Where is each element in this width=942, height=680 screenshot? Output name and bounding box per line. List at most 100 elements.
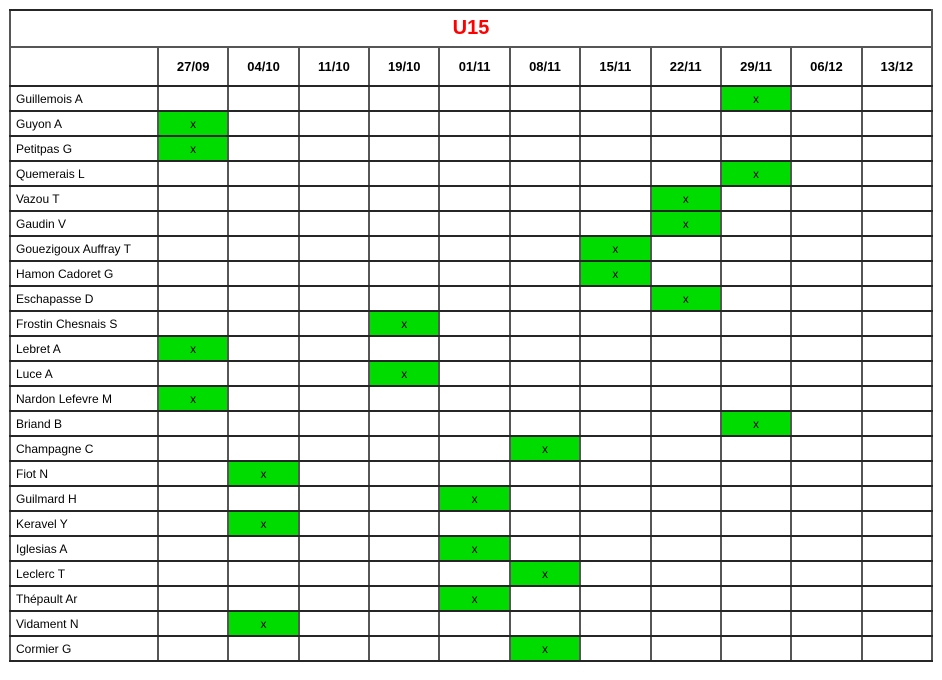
empty-cell (297, 385, 371, 412)
empty-cell (790, 485, 863, 512)
marked-cell: x (227, 610, 300, 637)
empty-cell (649, 460, 722, 487)
empty-cell (438, 435, 511, 462)
empty-cell (438, 335, 511, 362)
player-name: Quemerais L (9, 160, 159, 187)
empty-cell (649, 110, 722, 137)
empty-cell (790, 310, 863, 337)
date-column-header: 08/11 (508, 46, 582, 87)
empty-cell (297, 110, 371, 137)
empty-cell (649, 435, 722, 462)
empty-cell (579, 210, 652, 237)
empty-cell (860, 410, 934, 437)
empty-cell (649, 360, 722, 387)
empty-cell (508, 535, 582, 562)
empty-cell (579, 285, 652, 312)
empty-cell (368, 485, 441, 512)
empty-cell (508, 210, 582, 237)
empty-cell (508, 285, 582, 312)
empty-cell (719, 185, 793, 212)
empty-cell (227, 410, 300, 437)
date-column-header: 19/10 (368, 46, 441, 87)
empty-cell (227, 85, 300, 112)
empty-cell (719, 560, 793, 587)
empty-cell (368, 135, 441, 162)
empty-cell (297, 360, 371, 387)
empty-cell (790, 510, 863, 537)
player-row: Quemerais L x (9, 160, 934, 187)
empty-cell (156, 410, 230, 437)
marked-cell: x (438, 485, 511, 512)
empty-cell (297, 635, 371, 662)
empty-cell (790, 285, 863, 312)
empty-cell (368, 510, 441, 537)
player-row: Frostin Chesnais S x (9, 310, 934, 337)
empty-cell (649, 585, 722, 612)
empty-cell (719, 110, 793, 137)
date-column-header: 29/11 (719, 46, 793, 87)
empty-cell (719, 210, 793, 237)
marked-cell: x (579, 260, 652, 287)
player-name: Lebret A (9, 335, 159, 362)
empty-cell (790, 110, 863, 137)
empty-cell (579, 485, 652, 512)
empty-cell (579, 85, 652, 112)
empty-cell (438, 510, 511, 537)
empty-cell (297, 410, 371, 437)
empty-cell (860, 435, 934, 462)
empty-cell (368, 185, 441, 212)
empty-cell (860, 260, 934, 287)
empty-cell (790, 635, 863, 662)
empty-cell (790, 85, 863, 112)
empty-cell (156, 260, 230, 287)
empty-cell (860, 135, 934, 162)
empty-cell (719, 435, 793, 462)
marked-cell: x (508, 435, 582, 462)
empty-cell (579, 460, 652, 487)
empty-cell (508, 110, 582, 137)
empty-cell (438, 635, 511, 662)
spreadsheet-area: U15 27/09 04/10 11/10 19/10 01/11 08/11 15/11 2… (9, 9, 934, 662)
empty-cell (227, 485, 300, 512)
empty-cell (649, 135, 722, 162)
empty-cell (790, 160, 863, 187)
player-name: Gouezigoux Auffray T (9, 235, 159, 262)
empty-cell (860, 285, 934, 312)
marked-cell: x (719, 410, 793, 437)
empty-cell (790, 410, 863, 437)
empty-cell (368, 160, 441, 187)
empty-cell (156, 610, 230, 637)
empty-cell (227, 435, 300, 462)
empty-cell (438, 260, 511, 287)
date-column-header: 01/11 (438, 46, 511, 87)
empty-cell (508, 185, 582, 212)
marked-cell: x (156, 110, 230, 137)
empty-cell (297, 435, 371, 462)
player-name: Fiot N (9, 460, 159, 487)
empty-cell (297, 460, 371, 487)
empty-cell (297, 160, 371, 187)
empty-cell (508, 410, 582, 437)
empty-cell (438, 385, 511, 412)
empty-cell (860, 85, 934, 112)
empty-cell (579, 160, 652, 187)
empty-cell (719, 310, 793, 337)
empty-cell (227, 110, 300, 137)
date-header-row: 27/09 04/10 11/10 19/10 01/11 08/11 15/11 22/11… (9, 46, 934, 87)
empty-cell (719, 585, 793, 612)
empty-cell (649, 85, 722, 112)
empty-cell (368, 535, 441, 562)
empty-cell (438, 460, 511, 487)
empty-cell (649, 410, 722, 437)
empty-cell (860, 360, 934, 387)
empty-cell (227, 135, 300, 162)
empty-cell (790, 360, 863, 387)
empty-cell (649, 160, 722, 187)
empty-cell (860, 560, 934, 587)
empty-cell (508, 260, 582, 287)
empty-cell (156, 435, 230, 462)
marked-cell: x (156, 335, 230, 362)
date-column-header: 15/11 (579, 46, 652, 87)
empty-cell (790, 460, 863, 487)
